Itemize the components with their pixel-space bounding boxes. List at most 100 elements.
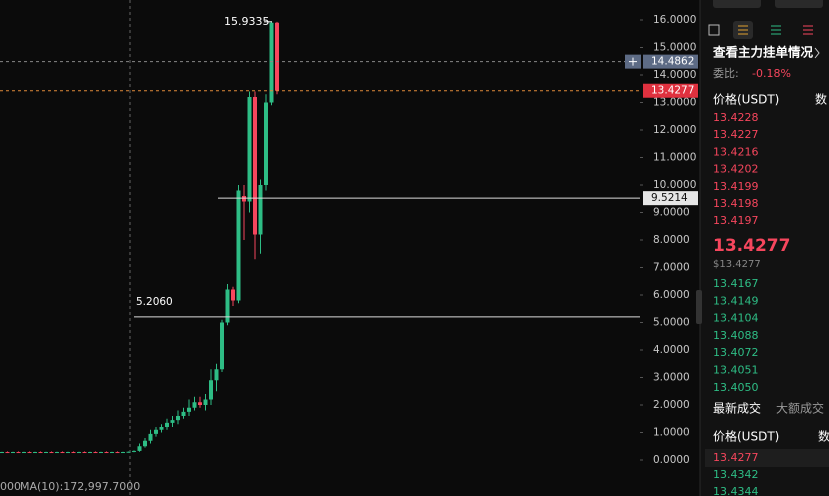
candle-body [66, 452, 70, 454]
bid-price: 13.4088 [713, 329, 759, 342]
candle-body [71, 452, 76, 454]
ratio-label: 委比: [713, 67, 739, 80]
candle-body [159, 427, 164, 430]
icon[interactable] [708, 24, 720, 36]
y-tick-label: 16.0000 [653, 14, 696, 26]
candle-body [209, 380, 213, 400]
y-tick-label: 1.0000 [653, 427, 690, 439]
candle-body [258, 184, 263, 235]
candle-body [154, 429, 158, 434]
icon[interactable] [738, 25, 748, 35]
y-tick-label: 4.0000 [653, 344, 690, 356]
y-tick-label: 3.0000 [653, 372, 690, 384]
y-tick-label: 15.0000 [653, 41, 696, 53]
candle-body [181, 411, 186, 417]
tab[interactable]: 大额成交 [776, 401, 824, 416]
y-tick-label: 12.0000 [653, 124, 696, 136]
candle-body [82, 452, 87, 454]
price-badge [643, 54, 698, 69]
panel-title[interactable]: 查看主力挂单情况 [712, 45, 814, 60]
candle-body [115, 452, 120, 454]
y-tick-label: 5.0000 [653, 316, 690, 328]
trade-price: 13.4344 [713, 485, 759, 496]
candle-body [104, 452, 109, 454]
candle-body [132, 450, 136, 452]
chevron[interactable] [814, 47, 820, 59]
y-tick-label: 7.0000 [653, 261, 690, 273]
candle-body [203, 399, 208, 406]
y-tick-label: 13.0000 [653, 96, 696, 108]
qty-header: 数 [818, 429, 829, 444]
candle-body [165, 422, 169, 428]
last-price-usd: $13.4277 [713, 259, 761, 270]
candle-body [60, 452, 65, 454]
y-tick-label: 9.0000 [653, 206, 690, 218]
price-header: 价格(USDT) [713, 429, 779, 444]
candle-body [110, 452, 114, 454]
trade-price: 13.4277 [713, 451, 759, 464]
candle-body [242, 195, 246, 202]
row-highlight [705, 449, 829, 467]
price-badge-label: 9.5214 [651, 192, 688, 204]
candle-body [11, 452, 15, 454]
ratio-value: -0.18% [752, 67, 791, 80]
bid-price: 13.4104 [713, 312, 759, 325]
ma-label: MA(10):172,997.7000 [20, 480, 140, 493]
candle-body [33, 452, 37, 454]
candle-body [236, 190, 241, 301]
panel-handle[interactable] [696, 290, 702, 324]
bid-price: 13.4167 [713, 277, 759, 290]
candle-body [49, 452, 54, 454]
price-badge-label: 13.4277 [651, 85, 694, 97]
y-tick-label: 2.0000 [653, 399, 690, 411]
indicator-label: 000 [0, 480, 21, 493]
candle-body [121, 452, 125, 454]
candle-body [16, 452, 21, 454]
y-tick-label: 10.0000 [653, 179, 696, 191]
candle-body [93, 452, 98, 454]
bid-price: 13.4050 [713, 381, 759, 394]
candle-body [77, 452, 81, 454]
top-button[interactable] [713, 0, 761, 8]
candle-body [88, 452, 92, 454]
candle-body [264, 102, 268, 185]
candle-body [0, 452, 4, 454]
last-price: 13.4277 [713, 236, 790, 256]
plus-icon [629, 57, 637, 66]
ask-price: 13.4199 [713, 180, 759, 193]
ask-price: 13.4227 [713, 128, 759, 141]
candle-body [187, 407, 191, 412]
bid-price: 13.4072 [713, 346, 759, 359]
price-badge [643, 191, 698, 206]
candle-body [5, 452, 10, 454]
candle-body [253, 96, 257, 235]
candle-body [170, 420, 175, 423]
candle-body [143, 440, 147, 447]
trade-price: 13.4342 [713, 468, 759, 481]
high-label: 15.9335 [224, 15, 270, 28]
candle-body [214, 369, 219, 381]
ask-price: 13.4216 [713, 145, 759, 158]
candle-body [99, 452, 103, 454]
side-panel [700, 0, 829, 496]
candle-body [148, 433, 153, 441]
icon[interactable] [803, 25, 813, 35]
candle-body [231, 289, 235, 301]
tab[interactable]: 最新成交 [713, 401, 761, 416]
top-button[interactable] [775, 0, 823, 8]
ask-price: 13.4202 [713, 163, 759, 176]
y-tick-label: 0.0000 [653, 454, 690, 466]
chart: 16.0000 15.0000 14.0000 13.0000 12.0000 11.00… [0, 14, 698, 466]
qty-header: 数 [815, 92, 827, 107]
candle-body [126, 451, 131, 453]
candle-body [44, 452, 48, 454]
icon[interactable] [771, 25, 781, 35]
bid-price: 13.4051 [713, 364, 759, 377]
y-tick-label: 8.0000 [653, 234, 690, 246]
candle-body [192, 402, 197, 408]
candle-body [275, 22, 279, 91]
candle-body [225, 289, 230, 323]
y-tick-label: 11.0000 [653, 151, 696, 163]
candle-body [38, 452, 43, 454]
